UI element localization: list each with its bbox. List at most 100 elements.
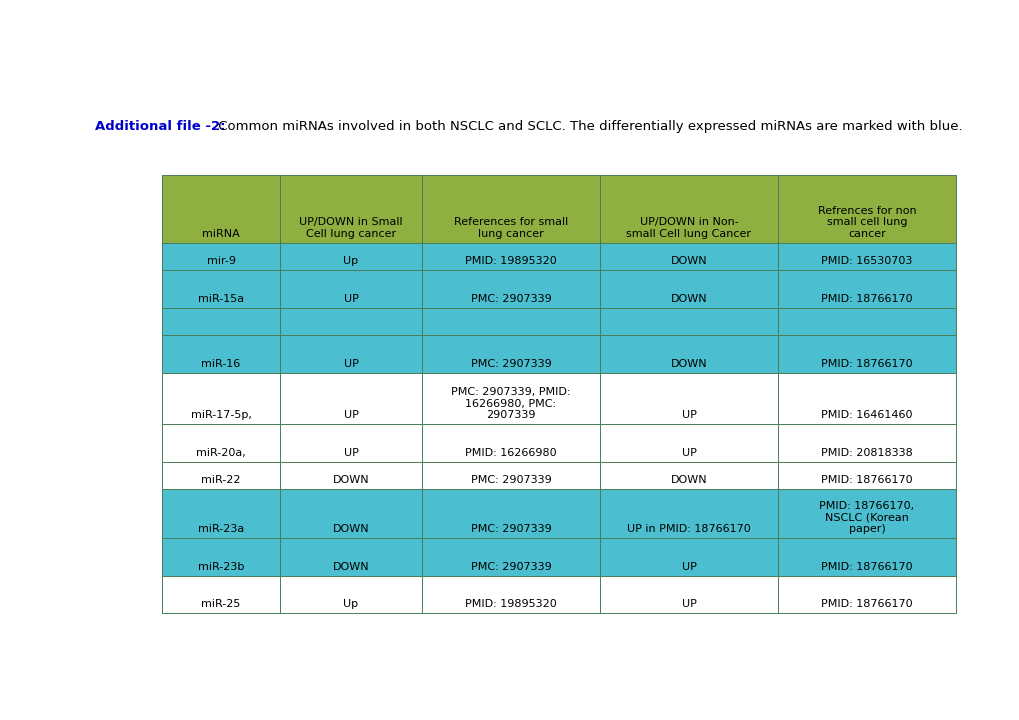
Bar: [599, 175, 777, 243]
Text: UP: UP: [343, 410, 358, 420]
Bar: [162, 270, 280, 308]
Bar: [280, 270, 422, 308]
Bar: [422, 308, 599, 336]
Text: PMID: 18766170: PMID: 18766170: [820, 359, 912, 369]
Text: Refrences for non
small cell lung
cancer: Refrences for non small cell lung cancer: [817, 206, 915, 239]
Text: PMID: 16530703: PMID: 16530703: [820, 256, 912, 266]
Bar: [162, 243, 280, 270]
Bar: [422, 424, 599, 462]
Bar: [162, 308, 280, 336]
Bar: [162, 373, 280, 424]
Text: PMID: 16461460: PMID: 16461460: [820, 410, 912, 420]
Bar: [777, 373, 955, 424]
Bar: [599, 243, 777, 270]
Text: Up: Up: [343, 599, 359, 609]
Bar: [599, 336, 777, 373]
Text: PMID: 18766170: PMID: 18766170: [820, 562, 912, 572]
Text: DOWN: DOWN: [332, 475, 369, 485]
Text: UP in PMID: 18766170: UP in PMID: 18766170: [627, 524, 750, 534]
Text: UP: UP: [343, 359, 358, 369]
Bar: [777, 490, 955, 539]
Text: Common miRNAs involved in both NSCLC and SCLC. The differentially expressed miRN: Common miRNAs involved in both NSCLC and…: [214, 120, 962, 133]
Text: PMC: 2907339, PMID:
16266980, PMC:
2907339: PMC: 2907339, PMID: 16266980, PMC: 29073…: [450, 387, 571, 420]
Text: PMID: 20818338: PMID: 20818338: [820, 448, 912, 458]
Text: PMC: 2907339: PMC: 2907339: [470, 294, 551, 304]
Bar: [280, 373, 422, 424]
Bar: [162, 336, 280, 373]
Text: miR-23b: miR-23b: [198, 562, 244, 572]
Bar: [280, 243, 422, 270]
Bar: [162, 462, 280, 490]
Bar: [280, 175, 422, 243]
Bar: [777, 424, 955, 462]
Text: PMC: 2907339: PMC: 2907339: [470, 359, 551, 369]
Bar: [599, 373, 777, 424]
Bar: [280, 424, 422, 462]
Text: PMID: 18766170: PMID: 18766170: [820, 599, 912, 609]
Bar: [777, 308, 955, 336]
Text: DOWN: DOWN: [671, 475, 706, 485]
Bar: [280, 336, 422, 373]
Text: DOWN: DOWN: [671, 256, 706, 266]
Bar: [599, 424, 777, 462]
Text: PMC: 2907339: PMC: 2907339: [470, 562, 551, 572]
Bar: [422, 462, 599, 490]
Bar: [162, 424, 280, 462]
Bar: [422, 243, 599, 270]
Bar: [777, 243, 955, 270]
Bar: [280, 576, 422, 613]
Text: DOWN: DOWN: [332, 562, 369, 572]
Bar: [777, 539, 955, 576]
Bar: [422, 576, 599, 613]
Text: miR-17-5p,: miR-17-5p,: [191, 410, 252, 420]
Bar: [599, 462, 777, 490]
Text: PMID: 18766170: PMID: 18766170: [820, 475, 912, 485]
Text: PMID: 16266980: PMID: 16266980: [465, 448, 556, 458]
Text: PMC: 2907339: PMC: 2907339: [470, 524, 551, 534]
Bar: [162, 490, 280, 539]
Bar: [777, 175, 955, 243]
Text: miRNA: miRNA: [202, 229, 239, 239]
Bar: [777, 336, 955, 373]
Text: miR-25: miR-25: [201, 599, 240, 609]
Text: miR-15a: miR-15a: [198, 294, 244, 304]
Bar: [599, 270, 777, 308]
Text: PMID: 19895320: PMID: 19895320: [465, 599, 556, 609]
Text: UP: UP: [681, 562, 696, 572]
Bar: [280, 539, 422, 576]
Bar: [280, 308, 422, 336]
Bar: [599, 539, 777, 576]
Bar: [777, 462, 955, 490]
Text: miR-22: miR-22: [201, 475, 240, 485]
Bar: [162, 175, 280, 243]
Bar: [777, 576, 955, 613]
Text: Additional file -2:: Additional file -2:: [95, 120, 225, 133]
Bar: [422, 490, 599, 539]
Bar: [599, 576, 777, 613]
Text: PMID: 19895320: PMID: 19895320: [465, 256, 556, 266]
Bar: [422, 270, 599, 308]
Text: UP: UP: [343, 294, 358, 304]
Text: References for small
lung cancer: References for small lung cancer: [453, 217, 568, 239]
Text: UP/DOWN in Small
Cell lung cancer: UP/DOWN in Small Cell lung cancer: [299, 217, 403, 239]
Bar: [422, 373, 599, 424]
Text: DOWN: DOWN: [671, 359, 706, 369]
Text: UP/DOWN in Non-
small Cell lung Cancer: UP/DOWN in Non- small Cell lung Cancer: [626, 217, 751, 239]
Text: miR-16: miR-16: [201, 359, 240, 369]
Text: miR-20a,: miR-20a,: [196, 448, 246, 458]
Text: PMC: 2907339: PMC: 2907339: [470, 475, 551, 485]
Bar: [422, 539, 599, 576]
Bar: [422, 336, 599, 373]
Bar: [280, 490, 422, 539]
Bar: [422, 175, 599, 243]
Text: Up: Up: [343, 256, 359, 266]
Text: UP: UP: [681, 599, 696, 609]
Text: UP: UP: [343, 448, 358, 458]
Text: mir-9: mir-9: [206, 256, 235, 266]
Bar: [599, 490, 777, 539]
Bar: [280, 462, 422, 490]
Text: DOWN: DOWN: [671, 294, 706, 304]
Text: DOWN: DOWN: [332, 524, 369, 534]
Text: PMID: 18766170,
NSCLC (Korean
paper): PMID: 18766170, NSCLC (Korean paper): [818, 501, 914, 534]
Bar: [162, 576, 280, 613]
